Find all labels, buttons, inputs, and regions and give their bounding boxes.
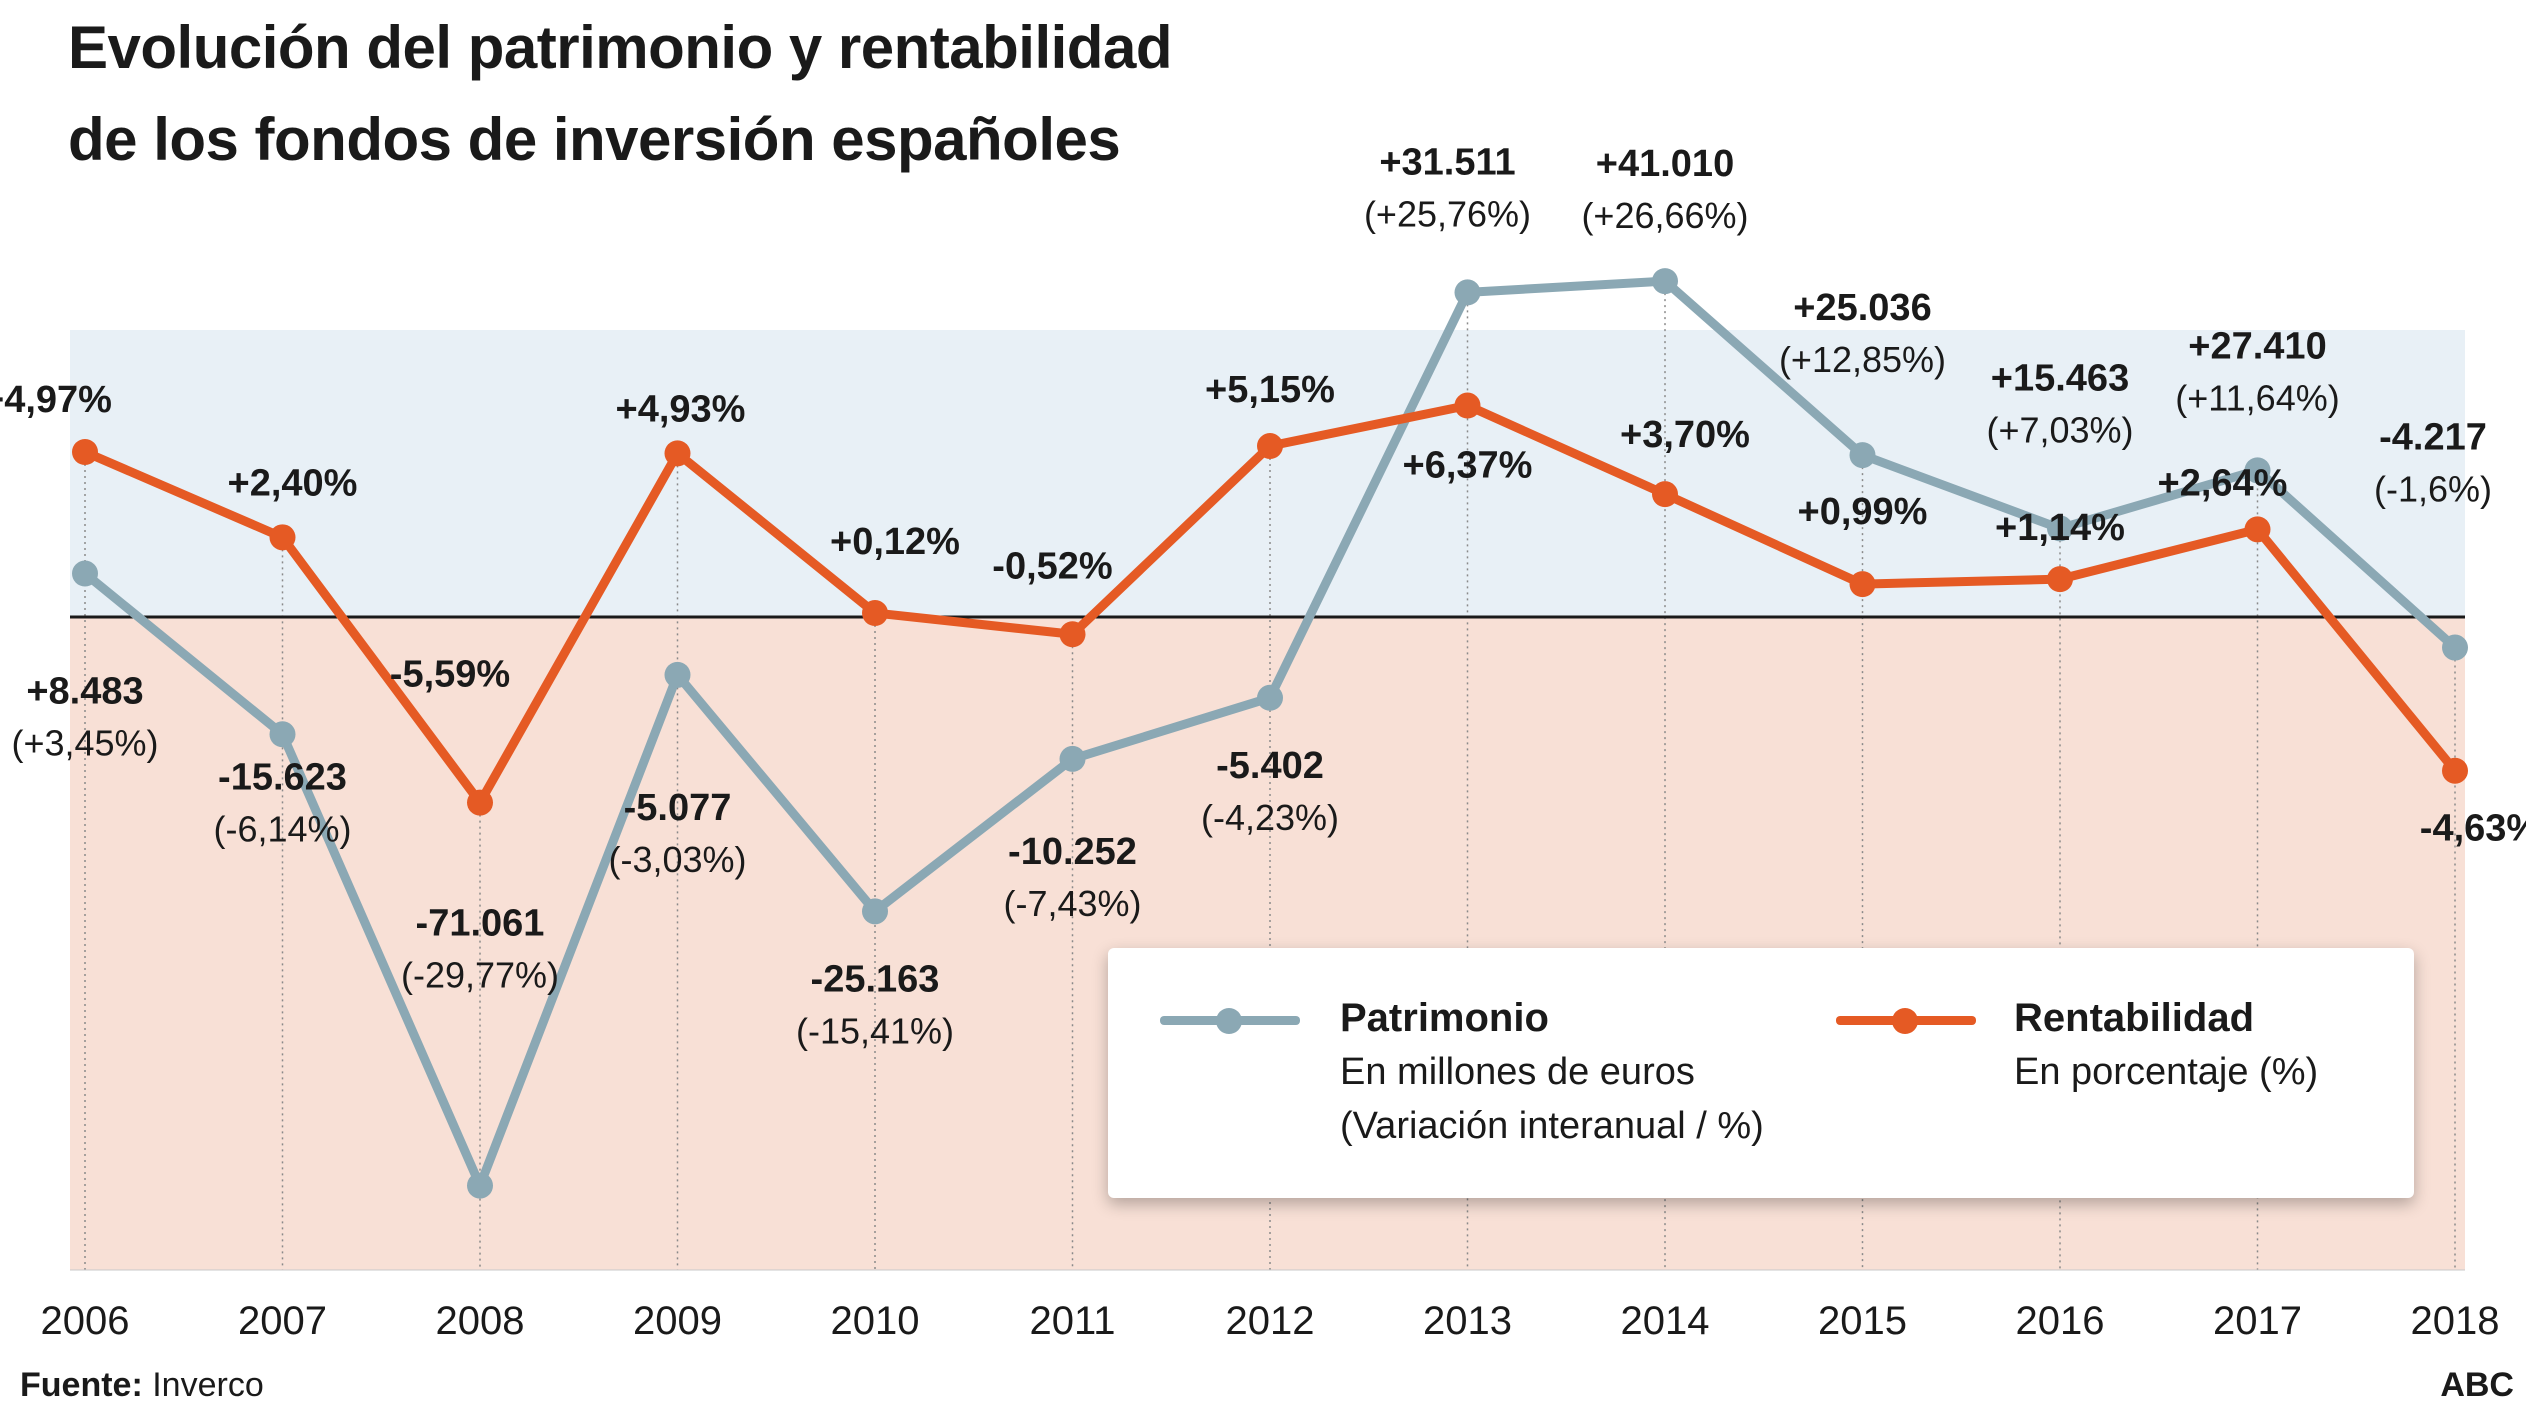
rentabilidad-label-2006: +4,97% [0,379,112,421]
rentabilidad-point-2012 [1257,433,1283,460]
brand-logo: ABC [2440,1366,2514,1404]
x-tick-2008: 2008 [436,1299,525,1343]
patrimonio-sublabel-2009: (-3,03%) [608,839,746,880]
patrimonio-sublabel-2013: (+25,76%) [1364,193,1531,234]
rentabilidad-point-2009 [664,440,691,467]
patrimonio-label-2007: -15.623 [218,756,347,798]
title-line-1: Evolución del patrimonio y rentabilidad [68,14,1172,81]
legend-patrimonio-note: (Variación interanual / %) [1340,1105,1764,1147]
patrimonio-label-2013: +31.511 [1379,141,1515,183]
patrimonio-sublabel-2016: (+7,03%) [1986,409,2133,450]
x-tick-2006: 2006 [41,1299,130,1343]
rentabilidad-point-2016 [2047,566,2073,593]
patrimonio-point-2007 [269,721,296,748]
rentabilidad-point-2010 [862,600,888,627]
rentabilidad-point-2015 [1849,571,1876,598]
patrimonio-sublabel-2018: (-1,6%) [2374,469,2492,510]
x-tick-2011: 2011 [1029,1299,1115,1343]
x-tick-2015: 2015 [1818,1299,1907,1343]
rentabilidad-point-2007 [269,524,296,551]
x-tick-2016: 2016 [2016,1299,2105,1343]
rentabilidad-label-2009: +4,93% [616,388,746,430]
rentabilidad-label-2018: -4,63% [2420,808,2526,850]
patrimonio-point-2009 [664,661,691,688]
rentabilidad-point-2013 [1454,392,1481,419]
patrimonio-point-2006 [72,560,98,587]
chart-title: Evolución del patrimonio y rentabilidad … [68,2,1468,186]
patrimonio-label-2015: +25.036 [1793,287,1931,329]
rentabilidad-label-2007: +2,40% [228,462,358,504]
patrimonio-label-2010: -25.163 [811,958,940,1000]
patrimonio-label-2008: -71.061 [416,903,545,945]
x-tick-2010: 2010 [831,1299,920,1343]
rentabilidad-label-2015: +0,99% [1798,491,1928,533]
patrimonio-sublabel-2017: (+11,64%) [2175,377,2339,418]
patrimonio-point-2012 [1257,684,1283,711]
x-tick-2009: 2009 [633,1299,722,1343]
legend-patrimonio-name: Patrimonio [1340,996,1549,1040]
title-line-2: de los fondos de inversión españoles [68,106,1121,173]
x-tick-2013: 2013 [1423,1299,1512,1343]
patrimonio-sublabel-2010: (-15,41%) [796,1010,954,1051]
patrimonio-point-2008 [467,1172,493,1199]
patrimonio-sublabel-2008: (-29,77%) [401,955,559,996]
patrimonio-point-2015 [1849,442,1876,469]
legend-rentabilidad-name: Rentabilidad [2014,996,2255,1040]
x-tick-2014: 2014 [1621,1299,1710,1343]
rentabilidad-label-2017: +2,64% [2158,462,2288,504]
legend-patrimonio-unit: En millones de euros [1340,1051,1695,1093]
patrimonio-sublabel-2007: (-6,14%) [213,808,351,849]
rentabilidad-point-2014 [1652,481,1678,508]
legend-rentabilidad-marker [1892,1008,1918,1034]
patrimonio-point-2010 [862,898,888,925]
rentabilidad-point-2006 [72,438,98,465]
x-tick-2012: 2012 [1226,1299,1315,1343]
patrimonio-sublabel-2011: (-7,43%) [1003,883,1141,924]
rentabilidad-point-2017 [2244,516,2271,543]
legend: Patrimonio En millones de euros (Variaci… [1108,948,2414,1198]
patrimonio-label-2009: -5.077 [624,787,732,829]
rentabilidad-label-2008: -5,59% [390,654,510,696]
patrimonio-sublabel-2014: (+26,66%) [1581,195,1748,236]
patrimonio-point-2017 [2244,457,2271,484]
legend-patrimonio-marker [1216,1008,1242,1034]
x-tick-2018: 2018 [2411,1299,2500,1343]
patrimonio-label-2016: +15.463 [1991,357,2129,399]
source-value: Inverco [152,1366,264,1404]
patrimonio-label-2012: -5.402 [1216,745,1324,787]
x-tick-2007: 2007 [238,1299,327,1343]
patrimonio-sublabel-2012: (-4,23%) [1201,797,1339,838]
x-tick-2017: 2017 [2213,1299,2302,1343]
rentabilidad-label-2014: +3,70% [1620,414,1750,456]
patrimonio-point-2011 [1059,745,1086,772]
patrimonio-label-2011: -10.252 [1008,831,1137,873]
patrimonio-sublabel-2015: (+12,85%) [1779,339,1946,380]
rentabilidad-label-2013: +6,37% [1403,445,1533,487]
rentabilidad-point-2008 [467,789,493,816]
patrimonio-point-2016 [2047,515,2073,542]
patrimonio-point-2014 [1652,268,1678,295]
rentabilidad-label-2012: +5,15% [1205,369,1335,411]
patrimonio-label-2006: +8.483 [26,671,143,713]
patrimonio-point-2018 [2442,634,2468,661]
rentabilidad-label-2011: -0,52% [992,545,1112,587]
source-note: Fuente: Inverco [20,1366,264,1405]
source-label: Fuente: [20,1366,143,1404]
patrimonio-label-2017: +27.410 [2188,325,2326,367]
rentabilidad-point-2018 [2442,757,2468,784]
patrimonio-label-2018: -4.217 [2379,417,2487,459]
patrimonio-point-2013 [1454,279,1481,306]
rentabilidad-point-2011 [1059,621,1086,648]
legend-rentabilidad-unit: En porcentaje (%) [2014,1051,2319,1093]
patrimonio-sublabel-2006: (+3,45%) [11,723,158,764]
rentabilidad-label-2010: +0,12% [830,521,960,563]
rentabilidad-label-2016: +1,14% [1995,507,2125,549]
patrimonio-label-2014: +41.010 [1596,143,1734,185]
